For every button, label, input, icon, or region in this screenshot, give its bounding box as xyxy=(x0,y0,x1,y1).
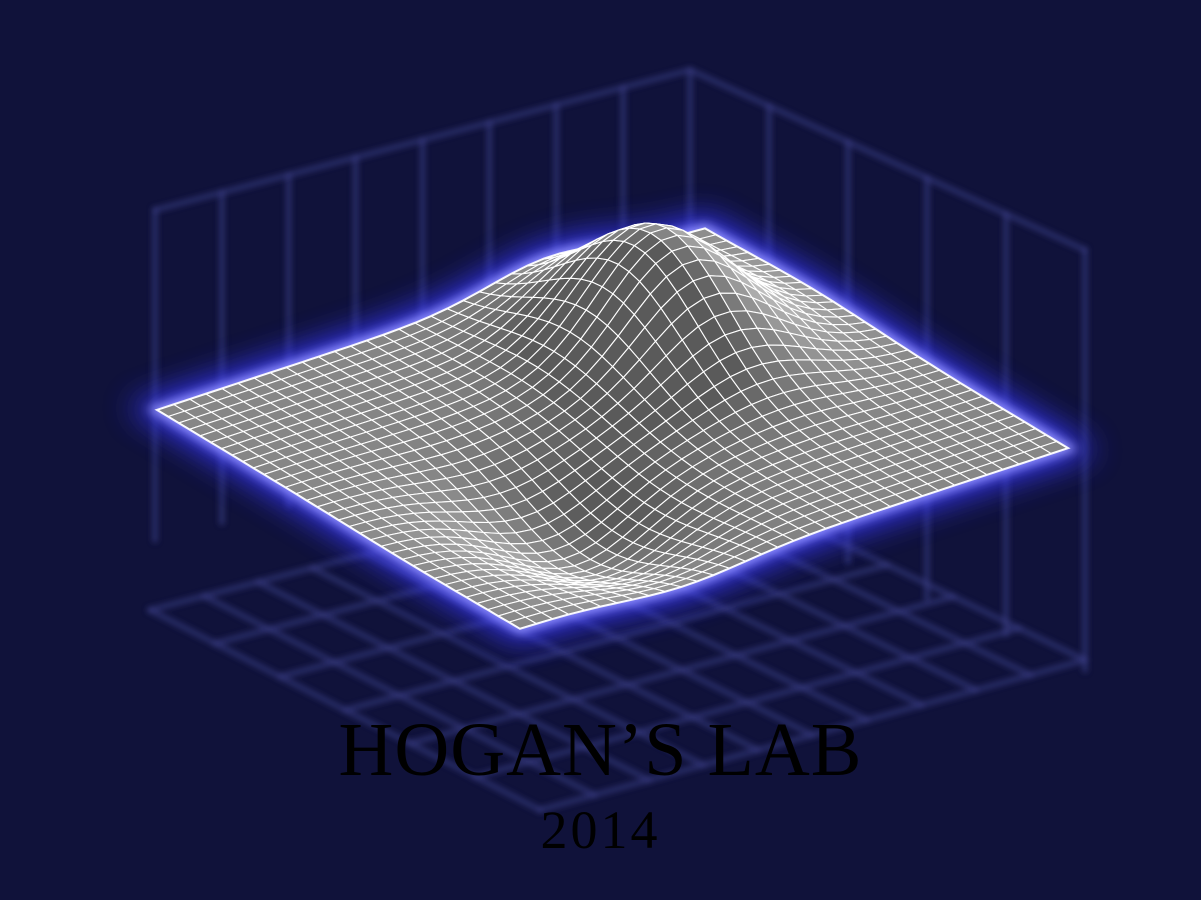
lab-year: 2014 xyxy=(540,800,661,860)
surface-mesh xyxy=(156,222,1069,629)
surface-cell xyxy=(1038,440,1069,454)
lab-title: HOGAN’S LAB xyxy=(338,708,863,792)
